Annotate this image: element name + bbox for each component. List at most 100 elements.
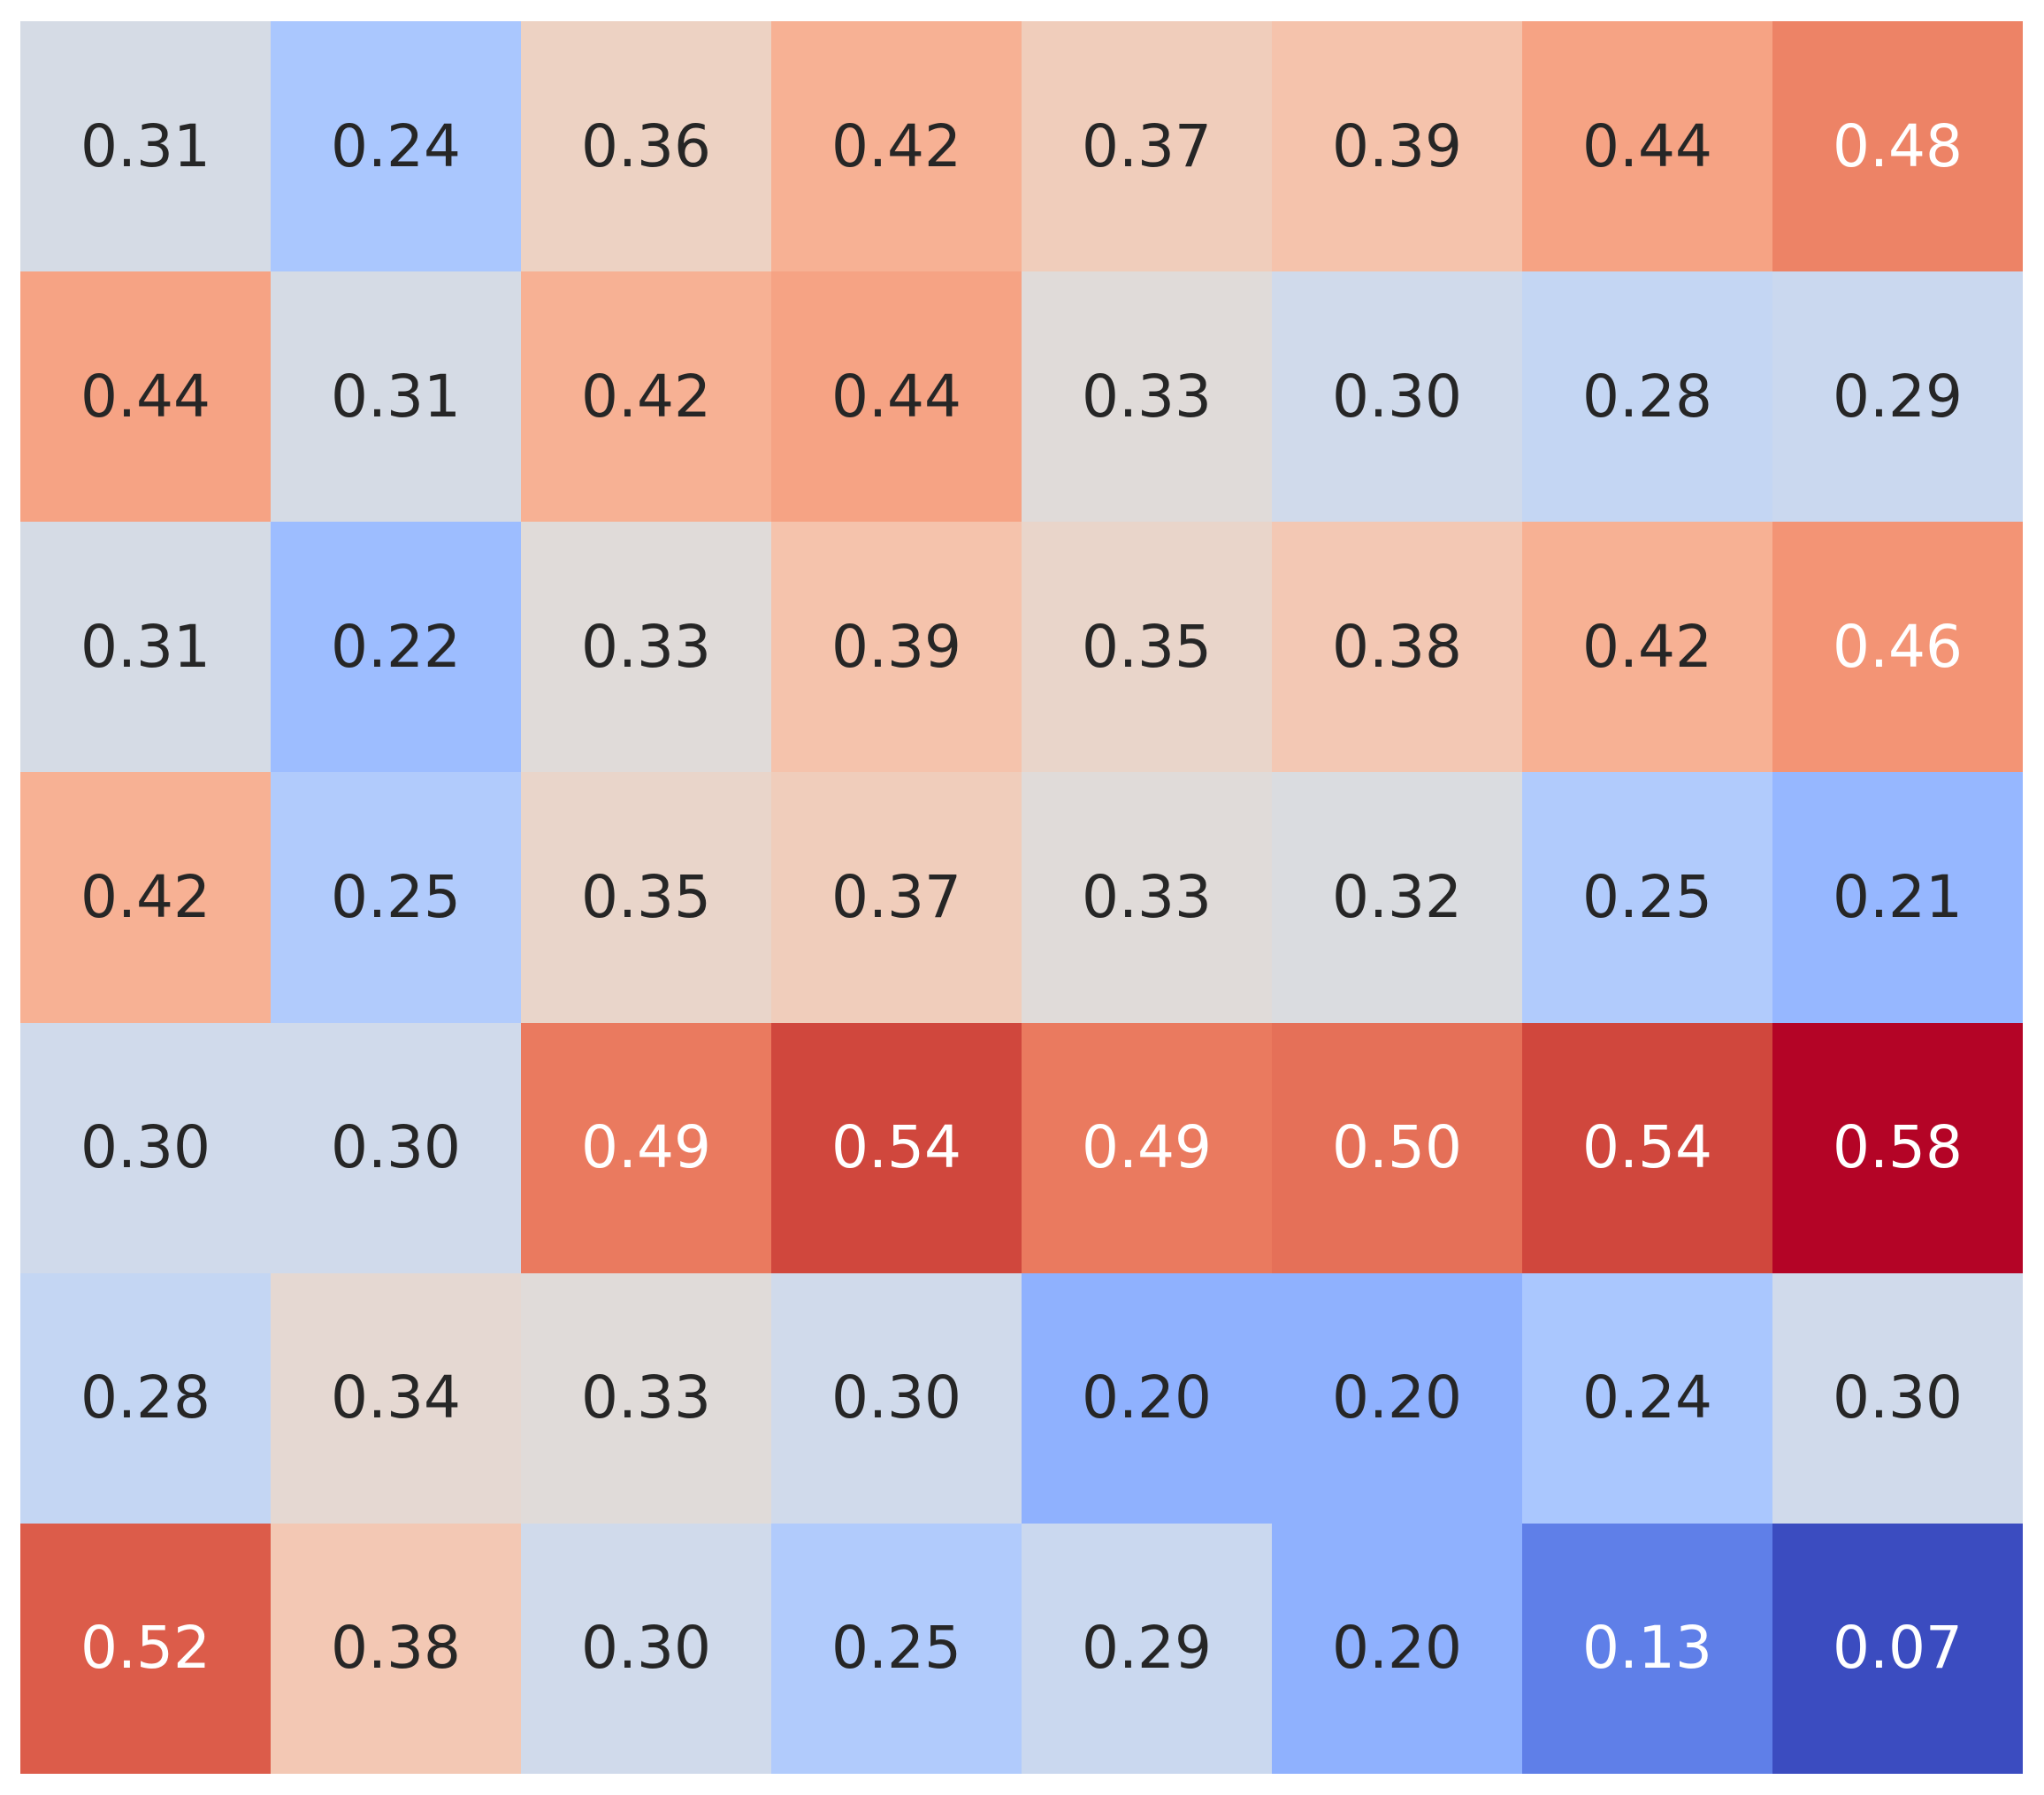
heatmap-cell-value: 0.37: [831, 862, 961, 931]
heatmap-cell-r2c2: 0.31: [271, 271, 521, 523]
heatmap-cell-value: 0.44: [1582, 111, 1712, 180]
heatmap-cell-r1c3: 0.36: [521, 21, 771, 272]
heatmap-cell-r6c2: 0.34: [271, 1272, 521, 1524]
heatmap-cell-r3c7: 0.42: [1522, 522, 1772, 773]
heatmap-cell-r5c6: 0.50: [1272, 1022, 1522, 1273]
heatmap-cell-value: 0.29: [1833, 362, 1963, 431]
heatmap-cell-r5c1: 0.30: [20, 1022, 271, 1273]
heatmap-cell-value: 0.33: [1082, 362, 1212, 431]
heatmap-cell-r2c5: 0.33: [1022, 271, 1272, 523]
heatmap-cell-r5c3: 0.49: [521, 1022, 771, 1273]
heatmap-cell-value: 0.42: [581, 362, 711, 431]
heatmap-cell-r5c7: 0.54: [1522, 1022, 1772, 1273]
heatmap-cell-value: 0.13: [1582, 1614, 1712, 1683]
heatmap-cell-value: 0.31: [80, 612, 211, 681]
heatmap-cell-value: 0.21: [1833, 862, 1963, 931]
heatmap-cell-r7c3: 0.30: [521, 1523, 771, 1774]
heatmap-cell-r6c8: 0.30: [1772, 1272, 2023, 1524]
heatmap-cell-value: 0.44: [80, 362, 211, 431]
heatmap-cell-value: 0.20: [1332, 1363, 1462, 1432]
heatmap-cell-r4c5: 0.33: [1022, 772, 1272, 1023]
heatmap-cell-value: 0.30: [331, 1113, 461, 1182]
heatmap-cell-value: 0.28: [80, 1363, 211, 1432]
heatmap-cell-value: 0.20: [1332, 1614, 1462, 1683]
heatmap-cell-r1c2: 0.24: [271, 21, 521, 272]
heatmap-cell-r6c5: 0.20: [1022, 1272, 1272, 1524]
heatmap-cell-value: 0.32: [1332, 862, 1462, 931]
heatmap-cell-value: 0.35: [1082, 612, 1212, 681]
heatmap-cell-value: 0.39: [831, 612, 961, 681]
heatmap-cell-r4c6: 0.32: [1272, 772, 1522, 1023]
heatmap-cell-value: 0.22: [331, 612, 461, 681]
heatmap-cell-r3c6: 0.38: [1272, 522, 1522, 773]
heatmap-cell-value: 0.50: [1332, 1113, 1462, 1182]
heatmap-cell-r4c7: 0.25: [1522, 772, 1772, 1023]
heatmap-cell-value: 0.25: [1582, 862, 1712, 931]
heatmap-cell-r1c1: 0.31: [20, 21, 271, 272]
heatmap-cell-r3c4: 0.39: [771, 522, 1022, 773]
heatmap-cell-value: 0.30: [1332, 362, 1462, 431]
heatmap-cell-r5c4: 0.54: [771, 1022, 1022, 1273]
heatmap-cell-r3c8: 0.46: [1772, 522, 2023, 773]
heatmap-cell-r6c1: 0.28: [20, 1272, 271, 1524]
heatmap-cell-r3c3: 0.33: [521, 522, 771, 773]
heatmap-cell-r7c6: 0.20: [1272, 1523, 1522, 1774]
heatmap-cell-value: 0.30: [581, 1614, 711, 1683]
heatmap-cell-value: 0.42: [80, 862, 211, 931]
heatmap-cell-r4c2: 0.25: [271, 772, 521, 1023]
heatmap-cell-r1c8: 0.48: [1772, 21, 2023, 272]
heatmap-cell-value: 0.54: [831, 1113, 961, 1182]
heatmap-cell-value: 0.33: [1082, 862, 1212, 931]
heatmap-cell-r7c2: 0.38: [271, 1523, 521, 1774]
heatmap-cell-value: 0.54: [1582, 1113, 1712, 1182]
heatmap-cell-r4c8: 0.21: [1772, 772, 2023, 1023]
heatmap-cell-value: 0.36: [581, 111, 711, 180]
heatmap-cell-value: 0.38: [331, 1614, 461, 1683]
heatmap-cell-value: 0.33: [581, 612, 711, 681]
heatmap-cell-r2c8: 0.29: [1772, 271, 2023, 523]
heatmap-cell-value: 0.24: [1582, 1363, 1712, 1432]
heatmap-cell-r7c8: 0.07: [1772, 1523, 2023, 1774]
heatmap-cell-r5c2: 0.30: [271, 1022, 521, 1273]
heatmap-cell-r7c4: 0.25: [771, 1523, 1022, 1774]
heatmap-cell-r3c1: 0.31: [20, 522, 271, 773]
heatmap-cell-value: 0.42: [1582, 612, 1712, 681]
heatmap-cell-r2c6: 0.30: [1272, 271, 1522, 523]
heatmap: 0.31 0.24 0.36 0.42 0.37 0.39 0.44 0.48 0.44 0.31…: [20, 21, 2023, 1774]
heatmap-cell-value: 0.07: [1833, 1614, 1963, 1683]
heatmap-cell-value: 0.30: [1833, 1363, 1963, 1432]
heatmap-cell-r6c6: 0.20: [1272, 1272, 1522, 1524]
heatmap-cell-value: 0.34: [331, 1363, 461, 1432]
heatmap-cell-value: 0.25: [331, 862, 461, 931]
heatmap-cell-r2c4: 0.44: [771, 271, 1022, 523]
heatmap-cell-value: 0.31: [80, 111, 211, 180]
heatmap-cell-r2c3: 0.42: [521, 271, 771, 523]
heatmap-cell-r7c5: 0.29: [1022, 1523, 1272, 1774]
heatmap-cell-r7c1: 0.52: [20, 1523, 271, 1774]
heatmap-cell-value: 0.24: [331, 111, 461, 180]
heatmap-cell-value: 0.37: [1082, 111, 1212, 180]
heatmap-cell-value: 0.25: [831, 1614, 961, 1683]
heatmap-cell-value: 0.48: [1833, 111, 1963, 180]
heatmap-cell-r1c5: 0.37: [1022, 21, 1272, 272]
heatmap-cell-value: 0.44: [831, 362, 961, 431]
heatmap-cell-r1c4: 0.42: [771, 21, 1022, 272]
heatmap-cell-r6c7: 0.24: [1522, 1272, 1772, 1524]
heatmap-cell-r2c1: 0.44: [20, 271, 271, 523]
heatmap-cell-r6c4: 0.30: [771, 1272, 1022, 1524]
heatmap-cell-value: 0.30: [831, 1363, 961, 1432]
heatmap-cell-value: 0.20: [1082, 1363, 1212, 1432]
heatmap-cell-value: 0.31: [331, 362, 461, 431]
heatmap-cell-r4c1: 0.42: [20, 772, 271, 1023]
heatmap-cell-value: 0.58: [1833, 1113, 1963, 1182]
heatmap-cell-value: 0.42: [831, 111, 961, 180]
heatmap-cell-value: 0.38: [1332, 612, 1462, 681]
heatmap-cell-r3c2: 0.22: [271, 522, 521, 773]
heatmap-cell-r4c3: 0.35: [521, 772, 771, 1023]
heatmap-cell-value: 0.46: [1833, 612, 1963, 681]
heatmap-cell-r6c3: 0.33: [521, 1272, 771, 1524]
heatmap-cell-value: 0.30: [80, 1113, 211, 1182]
heatmap-cell-value: 0.29: [1082, 1614, 1212, 1683]
heatmap-cell-value: 0.52: [80, 1614, 211, 1683]
heatmap-cell-value: 0.33: [581, 1363, 711, 1432]
